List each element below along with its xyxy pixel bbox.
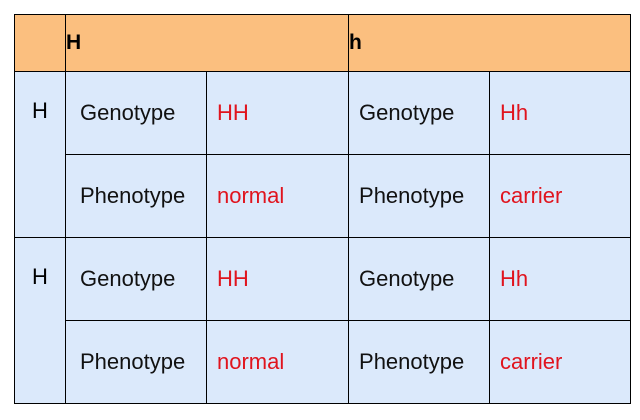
row-header-allele-2: H: [14, 237, 66, 404]
phenotype-value: normal: [205, 154, 350, 238]
column-header-allele-2: h: [348, 14, 632, 72]
phenotype-value: carrier: [489, 154, 632, 238]
phenotype-label: Phenotype: [65, 320, 207, 404]
genotype-value: Hh: [489, 237, 632, 321]
genotype-label: Genotype: [65, 237, 207, 321]
corner-cell: [14, 14, 66, 72]
phenotype-value: carrier: [489, 320, 632, 404]
phenotype-label: Phenotype: [348, 154, 491, 238]
genotype-label: Genotype: [348, 237, 491, 321]
column-header-allele-1: H: [64, 14, 350, 72]
table-row: H Genotype HH Genotype Hh: [14, 71, 632, 238]
table-row: Phenotype normal Phenotype carrier: [15, 154, 632, 238]
punnett-square-table: H h H Genotype HH Genotype Hh Phenotype …: [14, 14, 632, 404]
genotype-value: HH: [205, 71, 350, 155]
genotype-value: HH: [205, 237, 350, 321]
table-row: Phenotype normal Phenotype carrier: [15, 320, 632, 404]
genotype-value: Hh: [489, 71, 632, 155]
table-row: H Genotype HH Genotype Hh: [14, 237, 632, 404]
header-row: H h: [14, 14, 632, 72]
row-header-allele-1: H: [14, 71, 66, 238]
phenotype-label: Phenotype: [65, 154, 207, 238]
genotype-label: Genotype: [65, 71, 207, 155]
phenotype-label: Phenotype: [348, 320, 491, 404]
phenotype-value: normal: [205, 320, 350, 404]
genotype-label: Genotype: [348, 71, 491, 155]
